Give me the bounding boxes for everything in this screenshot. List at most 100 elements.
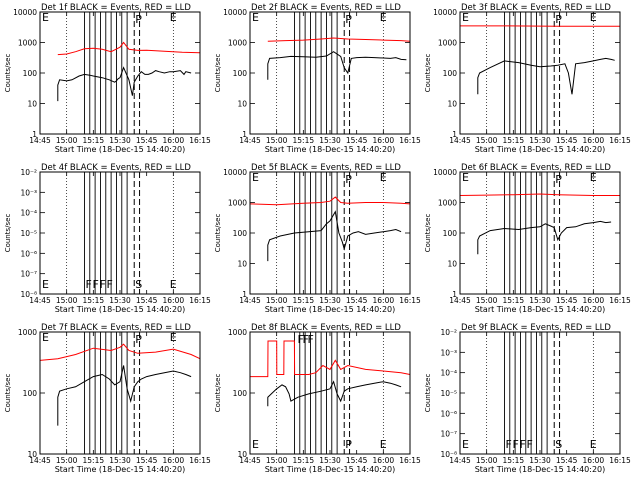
x-tick-label: 15:30: [109, 296, 131, 305]
marker-sp-label: S: [135, 278, 142, 291]
x-tick-label: 16:00: [583, 136, 605, 145]
y-axis-label: Counts/sec: [4, 214, 12, 253]
y-tick-label: 10⁻⁸: [20, 290, 37, 299]
marker-sp-label: P: [345, 173, 352, 186]
y-tick-label: 1: [32, 130, 37, 139]
x-tick-label: 15:15: [503, 136, 525, 145]
panel-title: Det 1f BLACK = Events, RED = LLD: [41, 3, 191, 13]
flare-marker-label: F: [505, 438, 511, 451]
marker-left-label: E: [462, 11, 469, 24]
events-series-line: [477, 57, 615, 95]
panel-title: Det 3f BLACK = Events, RED = LLD: [461, 3, 611, 13]
x-tick-label: 15:45: [346, 456, 368, 465]
x-tick-label: 16:00: [583, 296, 605, 305]
y-tick-label: 1000: [228, 328, 247, 337]
y-tick-label: 1: [242, 130, 247, 139]
events-series-line: [477, 220, 612, 255]
y-tick-label: 10⁻⁵: [20, 229, 37, 238]
y-tick-label: 10⁻²: [20, 168, 37, 177]
detector-panel: Det 1f BLACK = Events, RED = LLD 1 10 100 10…: [4, 3, 211, 154]
plot-frame: [249, 331, 411, 455]
y-tick-label: 100: [23, 69, 38, 78]
x-tick-label: 15:30: [529, 456, 551, 465]
events-series-line: [267, 51, 407, 80]
y-tick-label: 10000: [223, 8, 247, 17]
x-tick-label: 15:30: [109, 456, 131, 465]
events-series-line: [57, 66, 192, 102]
marker-left-label: E: [462, 438, 469, 451]
x-tick-label: 14:45: [449, 296, 471, 305]
y-tick-label: 10: [237, 100, 247, 109]
x-tick-label: 15:45: [556, 296, 578, 305]
plot-frame: [459, 11, 621, 135]
y-tick-label: 10: [27, 450, 37, 459]
y-tick-label: 100: [443, 69, 458, 78]
flare-marker-label: F: [512, 438, 518, 451]
x-tick-label: 16:00: [373, 136, 395, 145]
x-tick-label: 15:15: [503, 296, 525, 305]
flare-marker-label: F: [297, 333, 303, 346]
x-tick-label: 16:15: [189, 296, 211, 305]
y-tick-label: 10: [237, 260, 247, 269]
x-tick-label: 16:15: [609, 136, 631, 145]
y-tick-label: 10⁻⁴: [20, 209, 37, 218]
y-axis-label: Counts/sec: [424, 374, 432, 413]
x-tick-label: 16:15: [399, 456, 421, 465]
x-tick-label: 15:30: [319, 136, 341, 145]
y-tick-label: 1000: [438, 39, 457, 48]
detector-panel: Det 4f BLACK = Events, RED = LLD 10⁻⁸ 10⁻⁷…: [4, 163, 211, 314]
x-tick-label: 15:45: [346, 296, 368, 305]
y-tick-label: 1000: [228, 199, 247, 208]
plot-frame: [249, 11, 411, 135]
x-axis-label: Start Time (18-Dec-15 14:40:20): [55, 465, 186, 474]
x-tick-label: 16:15: [609, 456, 631, 465]
detector-panel: Det 6f BLACK = Events, RED = LLD 1 10 100 10…: [424, 163, 631, 314]
detector-panel: Det 5f BLACK = Events, RED = LLD 1 10 100 10…: [214, 163, 421, 314]
marker-sp-label: S: [555, 438, 562, 451]
marker-left-label: E: [252, 11, 259, 24]
y-tick-label: 1000: [228, 39, 247, 48]
flare-marker-label: F: [526, 438, 532, 451]
y-tick-label: 10⁻⁵: [440, 389, 457, 398]
detector-panel: Det 3f BLACK = Events, RED = LLD 1 10 100 10…: [424, 3, 631, 154]
y-tick-label: 1: [452, 130, 457, 139]
x-tick-label: 15:15: [293, 296, 315, 305]
panel-title: Det 4f BLACK = Events, RED = LLD: [41, 163, 191, 173]
flare-marker-label: F: [85, 278, 91, 291]
x-tick-label: 16:15: [399, 296, 421, 305]
marker-sp-label: P: [135, 333, 142, 346]
flare-marker-label: F: [106, 278, 112, 291]
x-axis-label: Start Time (18-Dec-15 14:40:20): [55, 145, 186, 154]
lld-series-line: [57, 41, 201, 56]
x-tick-label: 15:45: [136, 456, 158, 465]
x-tick-label: 14:45: [449, 136, 471, 145]
x-tick-label: 15:00: [476, 296, 498, 305]
x-tick-label: 15:30: [319, 296, 341, 305]
lld-series-line: [267, 37, 411, 42]
detector-panel: Det 9f BLACK = Events, RED = LLD 10⁻⁸ 10⁻⁷…: [424, 323, 631, 474]
flare-marker-label: F: [99, 278, 105, 291]
x-tick-label: 16:15: [609, 296, 631, 305]
y-tick-label: 100: [233, 229, 248, 238]
marker-right-label: E: [380, 438, 387, 451]
x-tick-label: 15:15: [293, 136, 315, 145]
plot-frame: [459, 171, 621, 295]
marker-sp-label: P: [345, 13, 352, 26]
detector-panel: Det 8f BLACK = Events, RED = LLD 10 100 100…: [214, 323, 421, 474]
y-axis-label: Counts/sec: [4, 54, 12, 93]
x-tick-label: 16:15: [399, 136, 421, 145]
plot-frame: [249, 171, 411, 295]
y-tick-label: 10⁻²: [440, 328, 457, 337]
x-tick-label: 14:45: [239, 456, 261, 465]
y-axis-label: Counts/sec: [214, 54, 222, 93]
panel-title: Det 7f BLACK = Events, RED = LLD: [41, 323, 191, 333]
y-tick-label: 10000: [223, 168, 247, 177]
x-tick-label: 15:00: [56, 456, 78, 465]
y-tick-label: 10: [447, 260, 457, 269]
x-tick-label: 16:00: [163, 296, 185, 305]
lld-series-line: [459, 193, 620, 196]
y-tick-label: 10⁻³: [20, 188, 37, 197]
x-tick-label: 15:30: [529, 136, 551, 145]
x-tick-label: 15:15: [293, 456, 315, 465]
